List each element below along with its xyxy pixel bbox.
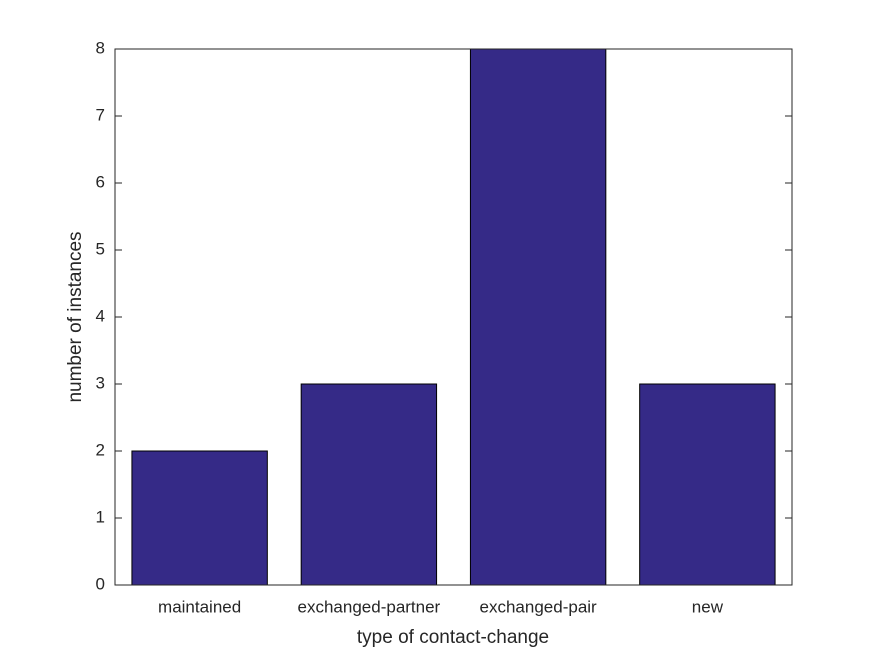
- y-tick-label: 1: [96, 507, 105, 526]
- axes-box: [114, 48, 793, 586]
- x-tick-label: exchanged-partner: [298, 597, 441, 616]
- bar: [131, 450, 268, 586]
- bar: [639, 383, 776, 586]
- y-tick-label: 0: [96, 574, 105, 593]
- y-tick-label: 5: [96, 239, 105, 258]
- x-tick-label: new: [692, 597, 724, 616]
- x-tick-label: exchanged-pair: [480, 597, 598, 616]
- y-axis-label: number of instances: [65, 231, 86, 402]
- x-tick-label: maintained: [158, 597, 241, 616]
- y-tick-label: 6: [96, 172, 105, 191]
- y-tick-label: 7: [96, 105, 105, 124]
- bar: [469, 48, 607, 586]
- y-tick-label: 3: [96, 373, 105, 392]
- y-tick-label: 2: [96, 440, 105, 459]
- y-tick-label: 8: [96, 38, 105, 57]
- bar: [300, 383, 438, 586]
- x-axis-label: type of contact-change: [357, 627, 549, 648]
- y-tick-label: 4: [96, 306, 105, 325]
